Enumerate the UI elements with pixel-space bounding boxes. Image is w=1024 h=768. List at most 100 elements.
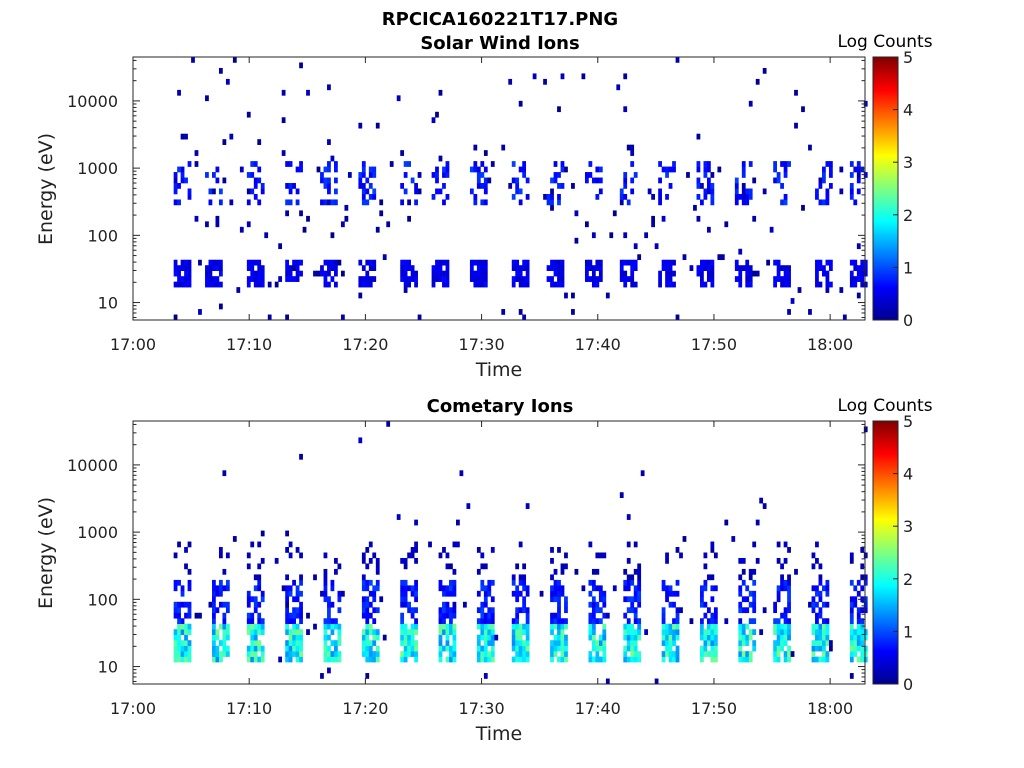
heatmap-cell bbox=[292, 640, 296, 646]
heatmap-cell bbox=[564, 656, 568, 663]
heatmap-cell bbox=[595, 601, 600, 608]
heatmap-cell bbox=[675, 629, 680, 635]
heatmap-cell bbox=[776, 596, 781, 603]
heatmap-cell bbox=[822, 623, 826, 630]
heatmap-cell bbox=[184, 547, 188, 553]
heatmap-cell bbox=[515, 259, 520, 266]
heatmap-cell bbox=[480, 276, 485, 282]
heatmap-cell bbox=[410, 276, 415, 282]
heatmap-cell bbox=[557, 607, 561, 614]
heatmap-cell bbox=[320, 199, 324, 206]
heatmap-cell bbox=[246, 281, 251, 288]
heatmap-cell bbox=[710, 596, 715, 603]
heatmap-cell bbox=[626, 634, 631, 641]
heatmap-cell bbox=[815, 590, 819, 597]
heatmap-cell bbox=[173, 259, 178, 266]
heatmap-cell bbox=[818, 590, 823, 597]
heatmap-cell bbox=[487, 607, 492, 614]
heatmap-cell bbox=[863, 259, 868, 266]
heatmap-cell bbox=[745, 596, 750, 603]
x-tick-label: 17:40 bbox=[575, 335, 621, 354]
heatmap-cell bbox=[445, 161, 450, 167]
heatmap-cell bbox=[515, 188, 520, 195]
heatmap-cell bbox=[703, 634, 708, 641]
heatmap-cell bbox=[208, 270, 213, 277]
heatmap-cell bbox=[780, 276, 784, 282]
heatmap-cell bbox=[173, 172, 178, 178]
heatmap-cell bbox=[863, 574, 868, 581]
heatmap-cell bbox=[748, 634, 753, 641]
heatmap-cell bbox=[480, 607, 485, 614]
heatmap-cell bbox=[260, 557, 265, 564]
heatmap-cell bbox=[633, 585, 638, 592]
heatmap-cell bbox=[703, 612, 708, 619]
heatmap-cell bbox=[818, 265, 823, 271]
heatmap-cell bbox=[250, 618, 255, 625]
heatmap-cell bbox=[672, 629, 676, 635]
heatmap-cell bbox=[187, 265, 192, 271]
heatmap-cell bbox=[550, 618, 554, 625]
heatmap-cell bbox=[473, 199, 478, 206]
heatmap-cell bbox=[849, 656, 854, 663]
heatmap-cell bbox=[696, 133, 701, 140]
heatmap-cell bbox=[598, 640, 603, 646]
heatmap-cell bbox=[323, 552, 328, 559]
heatmap-cell bbox=[400, 623, 405, 630]
heatmap-cell bbox=[713, 552, 718, 559]
heatmap-cell bbox=[327, 161, 331, 167]
heatmap-cell bbox=[400, 199, 405, 206]
heatmap-cell bbox=[623, 634, 628, 641]
heatmap-cell bbox=[755, 78, 760, 85]
heatmap-cell bbox=[818, 177, 823, 184]
heatmap-cell bbox=[818, 612, 823, 619]
heatmap-cell bbox=[630, 259, 635, 266]
heatmap-cell bbox=[818, 623, 823, 630]
heatmap-cell bbox=[849, 596, 854, 603]
heatmap-cell bbox=[225, 78, 230, 85]
heatmap-cell bbox=[584, 259, 589, 266]
heatmap-cell bbox=[177, 166, 181, 173]
heatmap-cell bbox=[442, 618, 446, 625]
heatmap-cell bbox=[818, 607, 823, 614]
heatmap-cell bbox=[668, 585, 673, 592]
heatmap-cell bbox=[668, 590, 673, 597]
heatmap-cell bbox=[588, 579, 593, 586]
heatmap-cell bbox=[815, 281, 819, 288]
heatmap-cell bbox=[361, 557, 366, 564]
heatmap-cell bbox=[483, 590, 488, 597]
heatmap-cell bbox=[267, 281, 272, 288]
heatmap-cell bbox=[334, 270, 338, 277]
heatmap-cell bbox=[706, 188, 711, 195]
heatmap-cell bbox=[825, 281, 830, 288]
heatmap-cell bbox=[246, 596, 251, 603]
heatmap-cell bbox=[553, 579, 558, 586]
heatmap-cell bbox=[215, 215, 220, 222]
heatmap-cell bbox=[403, 563, 408, 570]
heatmap-cell bbox=[184, 270, 188, 277]
heatmap-cell bbox=[654, 678, 659, 685]
heatmap-cell bbox=[205, 172, 209, 178]
heatmap-cell bbox=[414, 199, 418, 206]
heatmap-cell bbox=[738, 623, 743, 630]
heatmap-cell bbox=[780, 612, 784, 619]
heatmap-cell bbox=[825, 656, 830, 663]
heatmap-cell bbox=[218, 188, 223, 195]
heatmap-cell bbox=[368, 623, 373, 630]
heatmap-cell bbox=[783, 541, 788, 548]
heatmap-cell bbox=[665, 634, 669, 641]
heatmap-cell bbox=[483, 259, 488, 266]
heatmap-cell bbox=[842, 314, 847, 321]
heatmap-cell bbox=[811, 601, 816, 608]
heatmap-cell bbox=[863, 426, 868, 433]
heatmap-cell bbox=[623, 656, 628, 663]
heatmap-cell bbox=[330, 232, 335, 239]
heatmap-cell bbox=[337, 640, 342, 646]
heatmap-cell bbox=[745, 199, 750, 206]
heatmap-cell bbox=[473, 281, 478, 288]
heatmap-cell bbox=[177, 651, 181, 657]
heatmap-cell bbox=[177, 618, 181, 625]
heatmap-cell bbox=[661, 579, 666, 586]
heatmap-cell bbox=[626, 276, 631, 282]
heatmap-cell bbox=[560, 73, 565, 80]
heatmap-cell bbox=[738, 629, 743, 635]
